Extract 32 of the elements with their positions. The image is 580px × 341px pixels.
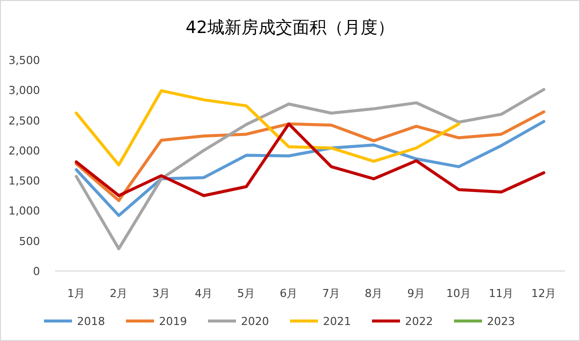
title: 42城新房成交面积（月度） [186,18,394,38]
line-series [74,120,546,217]
y-tick-label: 1,500 [8,174,40,188]
line-series [74,88,546,250]
legend-label: 2019 [159,315,187,328]
x-tick-label: 3月 [152,287,170,300]
legend-label: 2021 [323,315,351,328]
y-tick-label: 3,000 [8,84,40,98]
y-tick-label: 3,500 [8,54,40,67]
line-series [74,110,546,202]
legend-label: 2023 [487,315,515,328]
legend-label: 2018 [77,315,105,328]
legend-label: 2020 [241,315,269,328]
x-tick-label: 4月 [194,287,213,300]
y-tick-label: 2,000 [8,144,40,158]
line-series [74,122,546,198]
x-tick-label: 9月 [407,287,426,300]
x-tick-label: 1月 [67,287,86,300]
y-tick-label: 0 [33,265,40,278]
y-tick-label: 1,000 [8,204,40,218]
legend-label: 2022 [405,315,433,328]
x-tick-label: 11月 [488,287,514,300]
line-series [74,89,460,166]
x-tick-label: 6月 [280,287,298,300]
x-tick-label: 8月 [364,287,383,300]
x-tick-label: 2月 [110,287,128,300]
y-tick-label: 500 [19,234,40,248]
y-tick-label: 2,500 [8,114,40,128]
x-tick-label: 12月 [531,287,556,300]
x-tick-label: 10月 [446,287,472,300]
x-tick-label: 7月 [322,287,340,300]
x-tick-label: 5月 [237,287,256,300]
